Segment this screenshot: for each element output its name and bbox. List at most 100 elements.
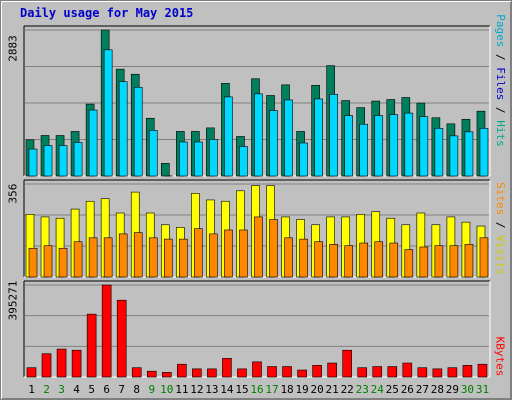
sites-bar xyxy=(314,241,323,278)
files-bar xyxy=(434,127,444,177)
sites-bar xyxy=(269,219,278,278)
kbytes-bar xyxy=(312,365,322,378)
files-bar xyxy=(374,115,384,177)
kbytes-bar xyxy=(207,368,217,378)
kbytes-bar xyxy=(417,367,428,378)
kbytes-bar xyxy=(402,362,413,378)
files-bar xyxy=(209,139,218,177)
sites-bar xyxy=(404,249,414,278)
files-bar xyxy=(43,145,53,177)
sites-bar xyxy=(103,237,113,278)
sites-bar xyxy=(224,229,233,278)
files-bar xyxy=(118,81,128,177)
day-tick-label: 11 xyxy=(175,383,188,396)
kbytes-bar xyxy=(297,369,307,378)
sites-bar xyxy=(179,238,188,278)
day-tick-label: 18 xyxy=(280,383,293,396)
kbytes-bar xyxy=(146,370,157,378)
day-tick-label: 4 xyxy=(73,383,80,396)
files-bar xyxy=(103,49,113,177)
chart-title: Daily usage for May 2015 xyxy=(20,6,194,20)
day-tick-label: 13 xyxy=(205,383,218,396)
day-tick-label: 28 xyxy=(431,383,444,396)
files-bar xyxy=(254,93,263,177)
sites-bar xyxy=(479,237,489,278)
sites-bar xyxy=(254,216,263,278)
files-bar xyxy=(224,96,233,177)
sites-bar xyxy=(434,245,444,278)
kbytes-bar xyxy=(192,368,202,378)
sites-bar xyxy=(88,237,98,278)
sites-bar xyxy=(28,247,38,278)
day-tick-label: 21 xyxy=(326,383,339,396)
files-bar xyxy=(359,123,369,177)
sites-bar xyxy=(118,233,128,278)
day-tick-label: 27 xyxy=(416,383,429,396)
sites-bar xyxy=(148,237,158,278)
files-bar xyxy=(88,109,98,177)
day-tick-label: 1 xyxy=(28,383,35,396)
sites-bar xyxy=(374,241,384,278)
files-bar xyxy=(269,110,278,177)
files-bar xyxy=(464,131,474,177)
kbytes-bar xyxy=(101,284,112,378)
sites-bar xyxy=(284,237,293,278)
files-bar xyxy=(194,141,203,177)
day-tick-label: 10 xyxy=(160,383,173,396)
kbytes-bar xyxy=(327,362,337,378)
files-bar xyxy=(479,127,489,177)
kbytes-bar xyxy=(131,367,142,378)
files-bar xyxy=(148,130,158,177)
files-bar xyxy=(314,98,323,177)
day-tick-label: 3 xyxy=(58,383,65,396)
day-tick-label: 14 xyxy=(220,383,234,396)
kbytes-bar xyxy=(116,299,127,378)
sites-bar xyxy=(73,241,83,278)
day-tick-label: 17 xyxy=(265,383,278,396)
kbytes-bar xyxy=(357,367,368,378)
day-tick-label: 23 xyxy=(356,383,369,396)
sites-bar xyxy=(464,244,474,278)
kbytes-bar xyxy=(282,366,292,378)
kbytes-bar xyxy=(71,349,82,378)
kbytes-bar xyxy=(177,363,187,378)
day-tick-label: 24 xyxy=(371,383,385,396)
sites-bar xyxy=(194,228,203,278)
files-bar xyxy=(449,135,459,177)
kbytes-bar xyxy=(462,365,473,378)
day-tick-label: 7 xyxy=(118,383,125,396)
sites-bar xyxy=(163,238,173,278)
sites-bar xyxy=(299,238,308,278)
sites-bar xyxy=(344,245,353,278)
kbytes-bar xyxy=(267,366,277,378)
day-tick-label: 6 xyxy=(103,383,110,396)
sites-bar xyxy=(209,233,218,278)
sites-bar xyxy=(58,247,68,278)
kbytes-bar xyxy=(342,349,352,378)
day-tick-label: 8 xyxy=(133,383,140,396)
sites-bar xyxy=(419,246,429,278)
day-tick-label: 16 xyxy=(250,383,263,396)
sites-bar xyxy=(359,242,369,278)
kbytes-bar xyxy=(56,348,67,378)
sites-bar xyxy=(329,244,338,278)
day-tick-label: 30 xyxy=(461,383,474,396)
day-tick-label: 9 xyxy=(148,383,155,396)
kbytes-bar xyxy=(222,358,232,378)
kbytes-bar xyxy=(387,366,398,378)
sites-bar xyxy=(449,245,459,278)
day-tick-label: 12 xyxy=(190,383,203,396)
kbytes-bar xyxy=(237,368,247,378)
kbytes-bar xyxy=(447,367,458,378)
kbytes-bar xyxy=(477,363,488,378)
day-tick-label: 26 xyxy=(401,383,414,396)
files-bar xyxy=(299,142,308,177)
hits-bar xyxy=(160,163,170,177)
files-bar xyxy=(28,148,38,177)
day-tick-label: 31 xyxy=(476,383,489,396)
files-bar xyxy=(73,142,83,177)
kbytes-bar xyxy=(86,313,97,378)
day-tick-label: 5 xyxy=(88,383,95,396)
day-tick-label: 25 xyxy=(386,383,399,396)
